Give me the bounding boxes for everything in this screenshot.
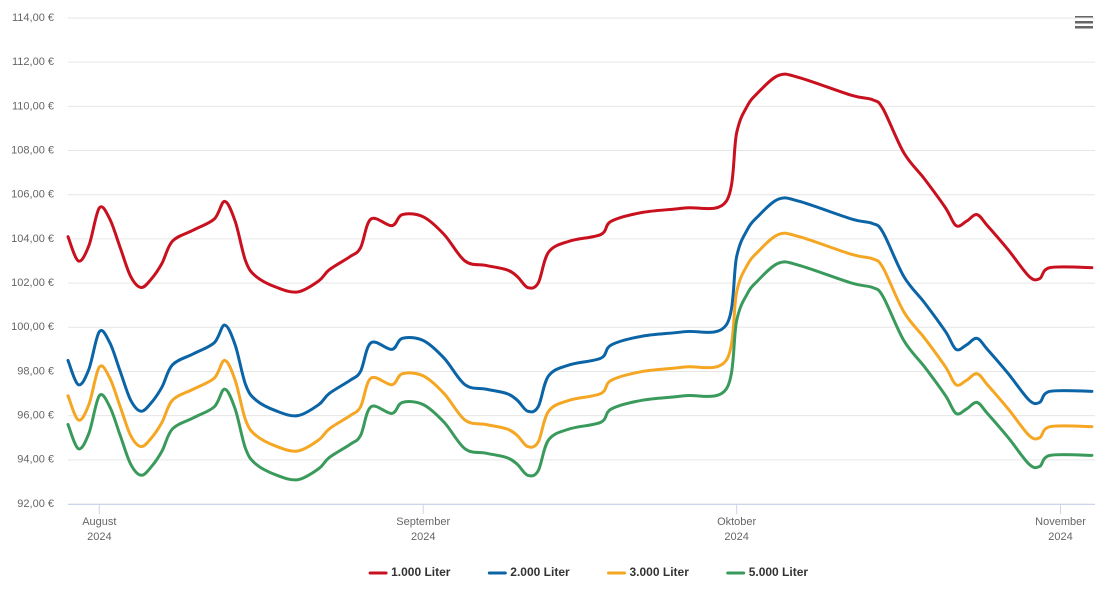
- x-tick-label: 2024: [411, 531, 435, 543]
- y-tick-label: 98,00 €: [17, 365, 54, 377]
- menu-button[interactable]: [1075, 16, 1093, 29]
- y-tick-label: 94,00 €: [17, 454, 54, 466]
- legend-label: 5.000 Liter: [749, 565, 809, 579]
- legend-label: 3.000 Liter: [630, 565, 690, 579]
- x-tick-label: 2024: [1048, 531, 1072, 543]
- x-tick-label: Oktober: [717, 516, 756, 528]
- y-tick-label: 100,00 €: [11, 321, 54, 333]
- series-line: [66, 196, 1094, 418]
- y-tick-label: 114,00 €: [12, 12, 54, 24]
- y-tick-label: 108,00 €: [11, 144, 54, 156]
- series-line: [66, 231, 1094, 453]
- x-tick-label: 2024: [87, 531, 111, 543]
- y-tick-label: 110,00 €: [12, 100, 54, 112]
- x-tick-label: 2024: [724, 531, 748, 543]
- menu-bar: [1075, 21, 1093, 24]
- x-tick-label: September: [396, 516, 450, 528]
- legend-item[interactable]: 1.000 Liter: [368, 565, 451, 579]
- menu-bar: [1075, 16, 1093, 19]
- series-line: [66, 260, 1094, 482]
- series-line: [66, 72, 1094, 294]
- y-tick-label: 96,00 €: [17, 410, 54, 422]
- x-tick-label: November: [1035, 516, 1086, 528]
- menu-bar: [1075, 26, 1093, 29]
- y-tick-label: 112,00 €: [12, 56, 54, 68]
- legend-item[interactable]: 3.000 Liter: [607, 565, 690, 579]
- legend-item[interactable]: 2.000 Liter: [487, 565, 570, 579]
- y-tick-label: 102,00 €: [11, 277, 54, 289]
- legend-label: 1.000 Liter: [391, 565, 451, 579]
- y-tick-label: 106,00 €: [11, 189, 54, 201]
- legend-item[interactable]: 5.000 Liter: [726, 565, 809, 579]
- y-tick-label: 92,00 €: [17, 498, 54, 510]
- y-tick-label: 104,00 €: [11, 233, 54, 245]
- x-tick-label: August: [82, 516, 116, 528]
- legend-label: 2.000 Liter: [510, 565, 570, 579]
